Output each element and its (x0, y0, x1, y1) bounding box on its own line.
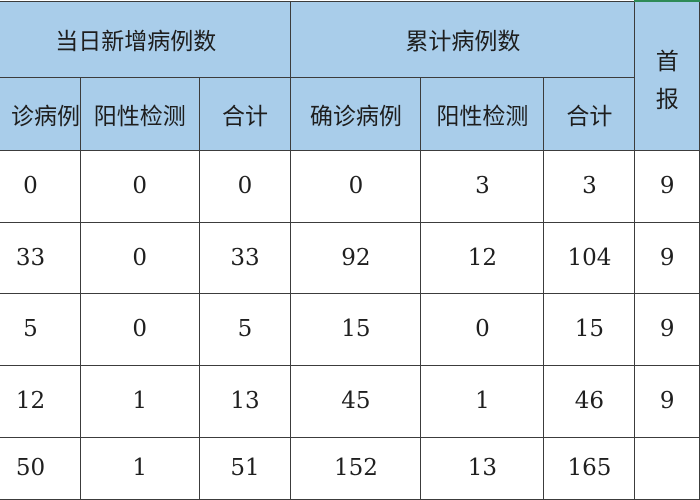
table-row: 5 0 5 15 0 15 9 (0, 292, 700, 366)
cell-cumulative-positive[interactable]: 12 (420, 221, 545, 294)
cell-daily-confirmed[interactable]: 12 (0, 364, 81, 438)
cell-cumulative-total[interactable]: 3 (543, 149, 636, 223)
side-header-line1: 首 (655, 48, 679, 75)
cell-daily-positive[interactable]: 1 (79, 364, 200, 438)
cumulative-cases-header[interactable]: 累计病例数 (290, 0, 636, 78)
cumulative-total-header[interactable]: 合计 (543, 76, 636, 151)
cell-side[interactable]: 9 (634, 149, 700, 223)
sub-header-row: 诊病例 阳性检测 合计 确诊病例 阳性检测 合计 (0, 76, 700, 151)
table-row: 33 0 33 92 12 104 9 (0, 221, 700, 294)
group-header-row: 当日新增病例数 累计病例数 首 报 (0, 0, 700, 151)
cell-side[interactable]: 9 (634, 221, 700, 294)
cell-cumulative-total[interactable]: 15 (543, 292, 636, 366)
cell-cumulative-confirmed[interactable]: 0 (290, 149, 422, 223)
side-column-header[interactable]: 首 报 (634, 0, 700, 151)
table-row: 0 0 0 0 3 3 9 (0, 149, 700, 223)
table-row: 12 1 13 45 1 46 9 (0, 364, 700, 438)
side-header-line2: 报 (655, 86, 679, 113)
daily-confirmed-header[interactable]: 诊病例 (0, 76, 81, 151)
cell-cumulative-total[interactable]: 46 (543, 364, 636, 438)
daily-total-header[interactable]: 合计 (198, 76, 292, 151)
cell-cumulative-confirmed[interactable]: 152 (290, 436, 422, 500)
cell-cumulative-positive[interactable]: 0 (420, 292, 545, 366)
cell-daily-confirmed[interactable]: 50 (0, 436, 81, 500)
cell-daily-positive[interactable]: 0 (79, 221, 200, 294)
cell-cumulative-total[interactable]: 165 (543, 436, 636, 500)
cell-daily-positive[interactable]: 0 (79, 149, 200, 223)
cell-side[interactable]: 9 (634, 292, 700, 366)
cell-daily-total[interactable]: 13 (198, 364, 292, 438)
cell-daily-positive[interactable]: 1 (79, 436, 200, 500)
cumulative-positive-header[interactable]: 阳性检测 (420, 76, 545, 151)
cell-daily-total[interactable]: 33 (198, 221, 292, 294)
cell-cumulative-total[interactable]: 104 (543, 221, 636, 294)
cell-daily-confirmed[interactable]: 33 (0, 221, 81, 294)
daily-positive-header[interactable]: 阳性检测 (79, 76, 200, 151)
daily-new-cases-header[interactable]: 当日新增病例数 (0, 0, 292, 78)
cell-cumulative-confirmed[interactable]: 92 (290, 221, 422, 294)
cell-daily-positive[interactable]: 0 (79, 292, 200, 366)
cell-cumulative-positive[interactable]: 1 (420, 364, 545, 438)
cell-side[interactable]: 9 (634, 364, 700, 438)
cell-daily-total[interactable]: 5 (198, 292, 292, 366)
cell-daily-total[interactable]: 51 (198, 436, 292, 500)
cell-cumulative-confirmed[interactable]: 15 (290, 292, 422, 366)
cell-cumulative-positive[interactable]: 13 (420, 436, 545, 500)
cell-daily-confirmed[interactable]: 5 (0, 292, 81, 366)
cell-daily-total[interactable]: 0 (198, 149, 292, 223)
cell-cumulative-confirmed[interactable]: 45 (290, 364, 422, 438)
cell-cumulative-positive[interactable]: 3 (420, 149, 545, 223)
table-row: 50 1 51 152 13 165 (0, 436, 700, 500)
cell-side[interactable] (634, 436, 700, 500)
cell-daily-confirmed[interactable]: 0 (0, 149, 81, 223)
cumulative-confirmed-header[interactable]: 确诊病例 (290, 76, 422, 151)
